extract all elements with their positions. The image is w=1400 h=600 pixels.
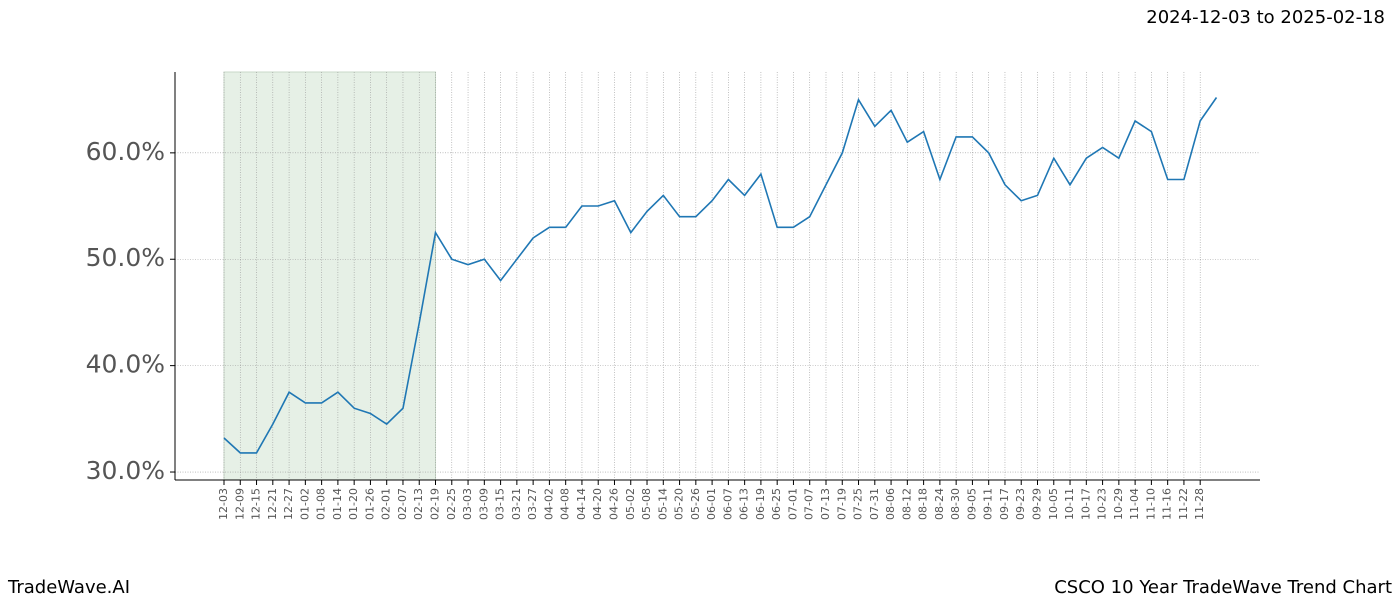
x-tick-label: 10-11 xyxy=(1063,488,1076,520)
x-tick-label: 01-20 xyxy=(347,488,360,520)
x-tick-label: 06-01 xyxy=(705,488,718,520)
chart-title: CSCO 10 Year TradeWave Trend Chart xyxy=(1054,577,1392,598)
y-tick-label: 50.0% xyxy=(86,243,165,272)
x-tick-label: 04-02 xyxy=(542,488,555,520)
x-tick-label: 03-03 xyxy=(461,488,474,520)
x-tick-label: 02-07 xyxy=(396,488,409,520)
x-tick-label: 12-21 xyxy=(266,488,279,520)
x-tick-label: 09-29 xyxy=(1031,488,1044,520)
x-tick-label: 04-26 xyxy=(607,488,620,520)
x-tick-label: 02-19 xyxy=(429,488,442,520)
x-tick-label: 08-24 xyxy=(933,488,946,520)
x-tick-label: 06-13 xyxy=(738,488,751,520)
x-tick-label: 05-08 xyxy=(640,488,653,520)
x-tick-label: 09-17 xyxy=(998,488,1011,520)
x-tick-label: 12-03 xyxy=(217,488,230,520)
x-tick-label: 05-02 xyxy=(624,488,637,520)
x-tick-label: 04-14 xyxy=(575,488,588,520)
date-range: 2024-12-03 to 2025-02-18 xyxy=(1146,7,1385,28)
x-tick-label: 02-13 xyxy=(412,488,425,520)
y-tick-label: 40.0% xyxy=(86,350,165,379)
x-tick-label: 08-06 xyxy=(884,488,897,520)
x-tick-label: 05-26 xyxy=(689,488,702,520)
x-tick-label: 08-18 xyxy=(917,488,930,520)
x-tick-label: 10-05 xyxy=(1047,488,1060,520)
x-tick-label: 03-09 xyxy=(477,488,490,520)
x-tick-label: 10-29 xyxy=(1112,488,1125,520)
brand: TradeWave.AI xyxy=(7,577,130,598)
x-tick-label: 10-23 xyxy=(1096,488,1109,520)
x-tick-label: 01-14 xyxy=(331,488,344,520)
x-tick-label: 06-07 xyxy=(721,488,734,520)
x-tick-label: 07-19 xyxy=(835,488,848,520)
x-tick-label: 01-08 xyxy=(315,488,328,520)
trend-line xyxy=(223,97,1218,454)
x-tick-label: 07-01 xyxy=(786,488,799,520)
x-tick-label: 11-10 xyxy=(1144,488,1157,520)
x-tick-label: 11-16 xyxy=(1161,488,1174,520)
x-tick-label: 11-04 xyxy=(1128,488,1141,520)
x-tick-label: 02-25 xyxy=(445,488,458,520)
x-tick-label: 07-13 xyxy=(819,488,832,520)
x-tick-label: 01-02 xyxy=(298,488,311,520)
x-tick-label: 04-08 xyxy=(559,488,572,520)
y-tick-label: 30.0% xyxy=(86,456,165,485)
x-tick-label: 09-11 xyxy=(982,488,995,520)
x-tick-label: 03-15 xyxy=(494,488,507,520)
x-tick-label: 12-09 xyxy=(233,488,246,520)
x-tick-label: 06-25 xyxy=(770,488,783,520)
x-tick-label: 11-22 xyxy=(1177,488,1190,520)
x-tick-label: 01-26 xyxy=(363,488,376,520)
x-tick-label: 09-05 xyxy=(965,488,978,520)
shaded-region xyxy=(223,71,437,481)
x-tick-label: 05-20 xyxy=(673,488,686,520)
x-tick-label: 07-25 xyxy=(852,488,865,520)
x-tick-label: 07-07 xyxy=(803,488,816,520)
x-tick-label: 06-19 xyxy=(754,488,767,520)
x-tick-label: 12-15 xyxy=(250,488,263,520)
x-tick-label: 07-31 xyxy=(868,488,881,520)
x-tick-label: 03-21 xyxy=(510,488,523,520)
x-tick-label: 02-01 xyxy=(380,488,393,520)
x-tick-label: 11-28 xyxy=(1193,488,1206,520)
x-tick-label: 09-23 xyxy=(1014,488,1027,520)
x-tick-label: 12-27 xyxy=(282,488,295,520)
x-tick-label: 08-30 xyxy=(949,488,962,520)
x-tick-label: 08-12 xyxy=(900,488,913,520)
x-tick-label: 05-14 xyxy=(656,488,669,520)
x-tick-label: 04-20 xyxy=(591,488,604,520)
x-tick-label: 10-17 xyxy=(1079,488,1092,520)
y-tick-label: 60.0% xyxy=(86,137,165,166)
x-tick-label: 03-27 xyxy=(526,488,539,520)
